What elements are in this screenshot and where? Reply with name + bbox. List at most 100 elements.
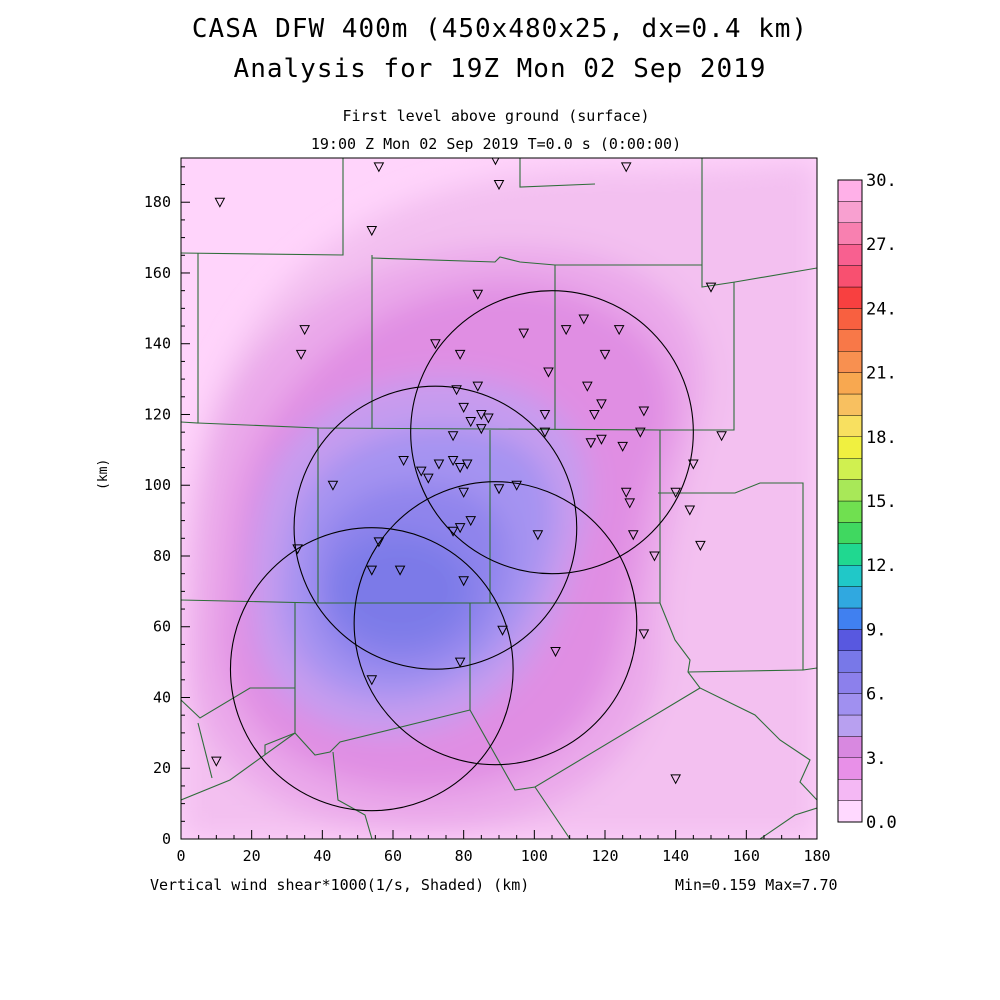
station-marker — [447, 526, 459, 537]
radar-ring-center — [293, 385, 578, 670]
station-marker — [447, 431, 459, 442]
station-marker — [670, 487, 681, 498]
colorbar-swatch — [837, 800, 863, 823]
station-marker — [589, 409, 600, 421]
station-marker — [373, 537, 385, 548]
colorbar-swatch — [837, 436, 863, 459]
station-marker — [447, 455, 459, 467]
y-tick-label: 100 — [144, 476, 171, 494]
colorbar-swatch — [837, 479, 863, 502]
colorbar-swatch — [837, 265, 863, 288]
y-tick-label: 60 — [153, 618, 171, 636]
colorbar-swatch — [837, 586, 863, 609]
station-marker — [454, 657, 466, 668]
station-marker — [518, 328, 530, 339]
x-tick-label: 120 — [591, 847, 618, 865]
station-marker — [366, 226, 378, 237]
station-marker — [423, 473, 434, 484]
station-marker — [624, 498, 636, 509]
station-marker — [550, 647, 561, 658]
station-marker — [670, 774, 681, 785]
station-marker — [211, 756, 222, 767]
station-marker — [327, 480, 339, 491]
station-marker — [620, 162, 632, 173]
station-marker — [585, 438, 597, 449]
county-boundaries — [181, 158, 817, 839]
station-marker — [638, 629, 650, 640]
radar-ring-southeast — [353, 481, 638, 766]
y-tick-label: 160 — [144, 264, 171, 282]
radar-ring-north — [410, 290, 694, 575]
station-marker — [214, 197, 226, 208]
station-marker — [688, 459, 699, 470]
station-marker — [454, 463, 466, 474]
station-marker — [493, 180, 505, 191]
y-tick-label: 80 — [153, 547, 171, 565]
station-marker — [695, 540, 706, 551]
colorbar-swatch — [837, 393, 863, 416]
station-marker — [299, 325, 310, 336]
y-tick-label: 0 — [162, 830, 171, 848]
colorbar-swatch — [837, 372, 863, 395]
x-tick-label: 20 — [243, 847, 261, 865]
colorbar-swatch — [837, 650, 863, 673]
field-description: Vertical wind shear*1000(1/s, Shaded) (k… — [150, 876, 530, 894]
station-marker — [578, 314, 590, 325]
valid-time: 19:00 Z Mon 02 Sep 2019 T=0.0 s (0:00:00… — [310, 135, 682, 153]
station-marker — [617, 441, 628, 452]
station-marker — [627, 530, 639, 541]
x-tick-label: 180 — [803, 847, 830, 865]
colorbar-swatch — [837, 351, 863, 373]
colorbar-swatch — [837, 779, 863, 801]
station-marker — [705, 282, 717, 293]
level-description: First level above ground (surface) — [342, 107, 650, 125]
station-marker — [472, 381, 484, 392]
colorbar-label: 30. — [866, 171, 897, 191]
colorbar-label: 21. — [866, 364, 897, 384]
field-level-7 — [330, 535, 470, 645]
station-marker — [539, 427, 551, 438]
colorbar-swatch — [837, 222, 863, 245]
station-marker — [532, 530, 544, 541]
station-marker — [433, 459, 445, 470]
station-marker — [476, 409, 487, 421]
station-marker — [560, 325, 572, 336]
y-tick-label: 20 — [153, 759, 171, 777]
station-markers — [211, 158, 727, 785]
colorbar-swatch — [837, 714, 863, 737]
station-marker — [493, 484, 505, 495]
station-marker — [295, 349, 307, 360]
x-tick-label: 60 — [384, 847, 402, 865]
station-marker — [613, 325, 625, 336]
x-tick-label: 40 — [313, 847, 331, 865]
radar-range-rings — [229, 290, 694, 812]
colorbar-swatch — [837, 543, 863, 566]
colorbar-label: 9. — [866, 620, 886, 640]
map-title: CASA DFW 400m (450x480x25, dx=0.4 km) — [191, 14, 809, 44]
station-marker — [638, 406, 650, 417]
colorbar-swatch — [837, 308, 863, 330]
station-marker — [511, 480, 522, 491]
colorbar-swatch — [837, 736, 863, 759]
radar-ring-southwest — [229, 527, 514, 812]
station-marker — [497, 625, 508, 636]
map-analysis-time: Analysis for 19Z Mon 02 Sep 2019 — [233, 54, 767, 84]
colorbar-swatch — [837, 693, 863, 716]
station-marker — [461, 459, 473, 470]
station-marker — [635, 427, 646, 438]
colorbar-label: 18. — [866, 428, 897, 448]
colorbar-swatch — [837, 179, 863, 202]
station-marker — [599, 349, 611, 360]
station-marker — [476, 424, 487, 435]
y-tick-label: 140 — [144, 335, 171, 353]
station-marker — [539, 409, 551, 421]
x-tick-label: 160 — [733, 847, 760, 865]
colorbar-swatch — [837, 522, 863, 545]
station-marker — [366, 675, 378, 686]
colorbar-swatch — [837, 565, 863, 587]
station-marker — [543, 367, 554, 378]
station-marker — [451, 385, 462, 396]
colorbar-label: 6. — [866, 685, 886, 705]
colorbar-swatch — [837, 329, 863, 352]
